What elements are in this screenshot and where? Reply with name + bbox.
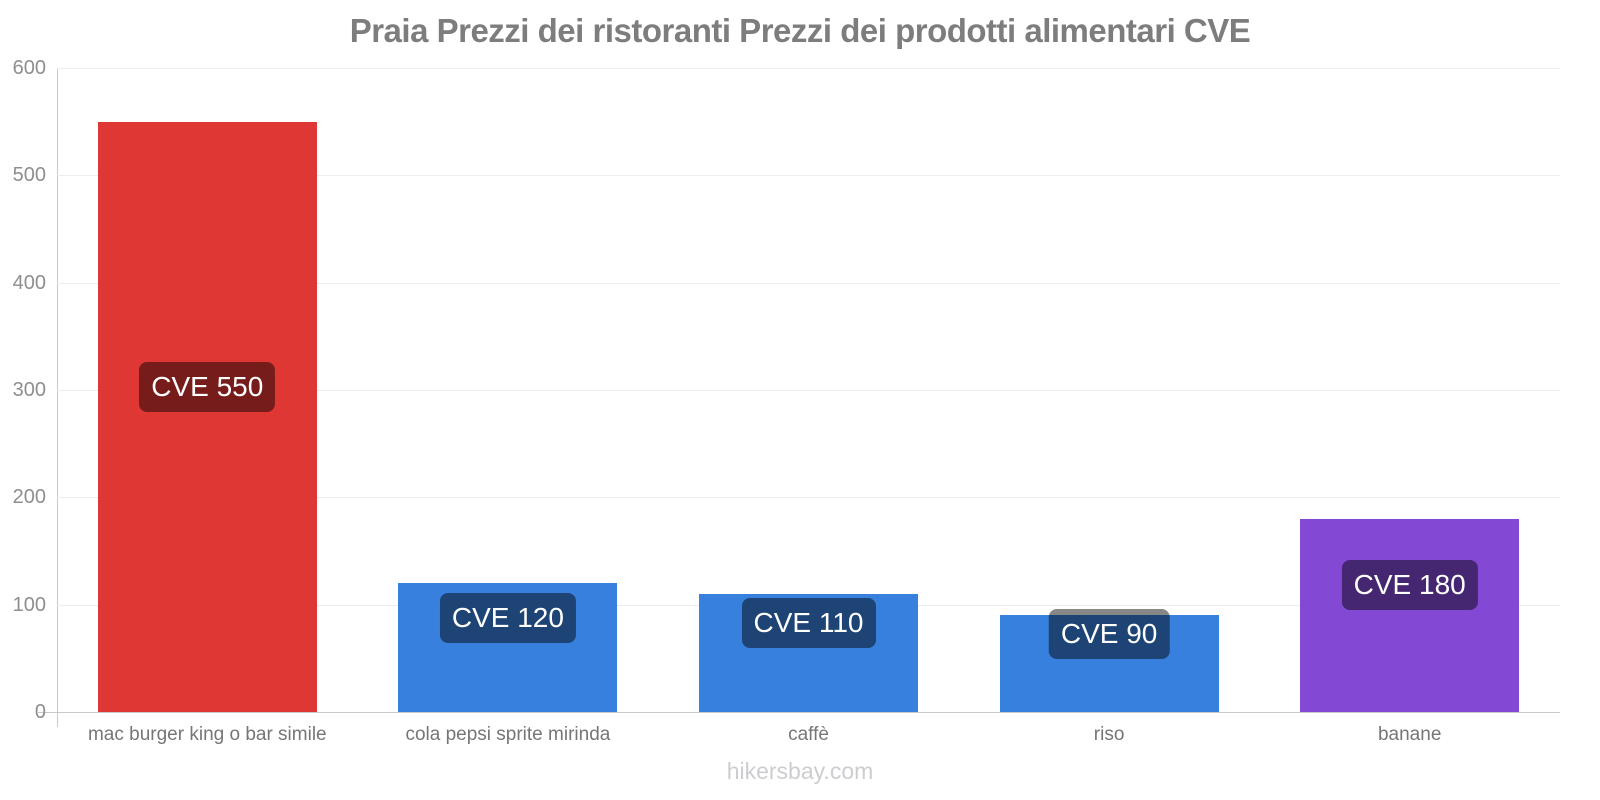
y-tick-label-600: 600 (12, 57, 46, 79)
value-label: CVE 90 (1048, 608, 1170, 659)
gridline-500 (57, 175, 1560, 177)
gridline-400 (57, 282, 1560, 284)
y-tick-label-0: 0 (34, 701, 46, 723)
x-axis-label: cola pepsi sprite mirinda (405, 724, 611, 745)
gridline-300 (57, 390, 1560, 391)
x-axis-label: caffè (788, 724, 829, 745)
y-tick-label-200: 200 (12, 486, 46, 509)
y-axis-line (57, 68, 58, 727)
value-label: CVE 180 (1341, 560, 1478, 611)
bar-mac-burger-king-o-bar-simile[interactable] (97, 121, 317, 712)
x-axis-label: mac burger king o bar simile (87, 724, 327, 745)
x-axis-label: riso (1093, 724, 1125, 745)
x-axis-line (38, 712, 1560, 713)
value-label: CVE 550 (139, 361, 276, 412)
bar-riso[interactable] (999, 615, 1219, 712)
x-axis-label: banane (1377, 724, 1442, 745)
chart-title: Praia Prezzi dei ristoranti Prezzi dei p… (349, 12, 1251, 49)
watermark: hikersbay.com (726, 758, 874, 784)
y-tick-label-100: 100 (12, 593, 46, 616)
y-tick-label-400: 400 (12, 271, 46, 294)
bar-caffè[interactable] (699, 593, 918, 712)
bar-banane[interactable] (1300, 518, 1520, 712)
gridline-600 (57, 68, 1560, 69)
gridline-200 (57, 497, 1560, 499)
value-label: CVE 120 (439, 592, 576, 643)
y-tick-label-300: 300 (12, 379, 46, 401)
bar-cola-pepsi-sprite-mirinda[interactable] (398, 583, 618, 712)
y-tick-label-500: 500 (12, 164, 46, 187)
value-label: CVE 110 (741, 597, 876, 648)
